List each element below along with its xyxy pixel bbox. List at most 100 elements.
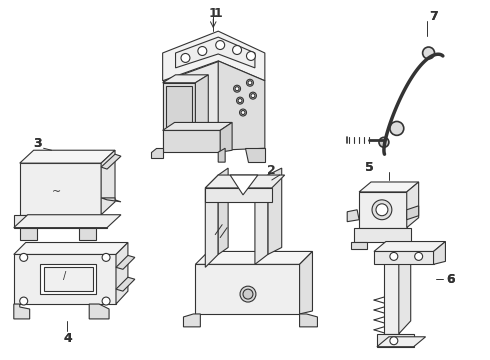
Polygon shape [116,243,128,304]
Circle shape [240,109,246,116]
Text: 7: 7 [429,10,438,23]
Text: 5: 5 [365,161,373,174]
Polygon shape [359,192,407,228]
Circle shape [390,252,398,260]
Text: ~: ~ [52,187,61,197]
Circle shape [238,99,242,103]
Circle shape [379,137,389,147]
Circle shape [246,51,255,60]
Polygon shape [255,175,268,264]
Text: 7: 7 [429,10,438,23]
Polygon shape [163,83,196,130]
Polygon shape [183,314,200,327]
Circle shape [181,54,190,62]
Circle shape [376,204,388,216]
Polygon shape [374,251,434,264]
Polygon shape [14,215,107,228]
Polygon shape [205,175,218,267]
Polygon shape [20,228,37,239]
Polygon shape [374,242,445,251]
Circle shape [372,200,392,220]
Polygon shape [20,150,115,163]
Polygon shape [218,168,228,255]
Polygon shape [205,175,285,188]
Polygon shape [218,61,265,150]
Circle shape [241,111,245,114]
Text: 4: 4 [63,332,72,345]
Polygon shape [218,148,225,162]
Circle shape [390,337,398,345]
Polygon shape [101,154,121,169]
Polygon shape [14,215,121,228]
Circle shape [248,81,252,85]
Text: /: / [63,271,66,281]
Circle shape [246,79,253,86]
Polygon shape [166,86,193,127]
Polygon shape [79,228,96,239]
Text: 6: 6 [446,273,455,286]
Polygon shape [101,198,121,202]
Circle shape [243,289,253,299]
Circle shape [198,46,207,55]
Polygon shape [384,257,399,334]
Polygon shape [116,277,135,291]
Circle shape [251,94,255,98]
Polygon shape [163,75,208,83]
Polygon shape [44,267,93,291]
Polygon shape [14,243,128,255]
Circle shape [233,46,242,54]
Polygon shape [116,255,135,269]
Polygon shape [434,242,445,264]
Polygon shape [175,37,255,68]
Polygon shape [351,242,367,249]
Polygon shape [163,122,232,130]
Ellipse shape [236,120,252,141]
Text: 3: 3 [33,137,42,150]
Polygon shape [205,188,272,202]
Polygon shape [163,61,218,150]
Text: 6: 6 [446,273,455,286]
Polygon shape [299,314,318,327]
Polygon shape [101,150,115,215]
Polygon shape [20,163,101,215]
Polygon shape [377,334,414,347]
Polygon shape [399,247,411,334]
Text: 1: 1 [214,7,222,20]
Circle shape [20,297,28,305]
Polygon shape [196,264,299,314]
Polygon shape [299,251,313,314]
Circle shape [234,85,241,92]
Polygon shape [407,206,418,220]
Polygon shape [14,255,116,304]
Text: 3: 3 [33,137,42,150]
Text: 4: 4 [63,332,72,345]
Circle shape [102,253,110,261]
Polygon shape [196,251,313,264]
Polygon shape [268,168,282,255]
Polygon shape [377,337,426,347]
Polygon shape [220,122,232,152]
Circle shape [237,97,244,104]
Polygon shape [14,304,30,319]
Polygon shape [395,242,413,249]
Circle shape [390,121,404,135]
Circle shape [240,286,256,302]
Polygon shape [407,182,418,228]
Polygon shape [163,31,265,81]
Circle shape [235,87,239,91]
Circle shape [415,252,422,260]
Circle shape [422,47,435,59]
Circle shape [216,41,224,50]
Polygon shape [354,228,411,242]
Circle shape [20,253,28,261]
Text: 2: 2 [268,163,276,176]
Polygon shape [245,148,265,162]
Polygon shape [359,182,418,192]
Text: 1: 1 [209,7,218,20]
Polygon shape [40,264,96,294]
Polygon shape [230,175,258,195]
Polygon shape [347,210,359,222]
Polygon shape [163,130,220,152]
Text: 5: 5 [365,161,373,174]
Circle shape [102,297,110,305]
